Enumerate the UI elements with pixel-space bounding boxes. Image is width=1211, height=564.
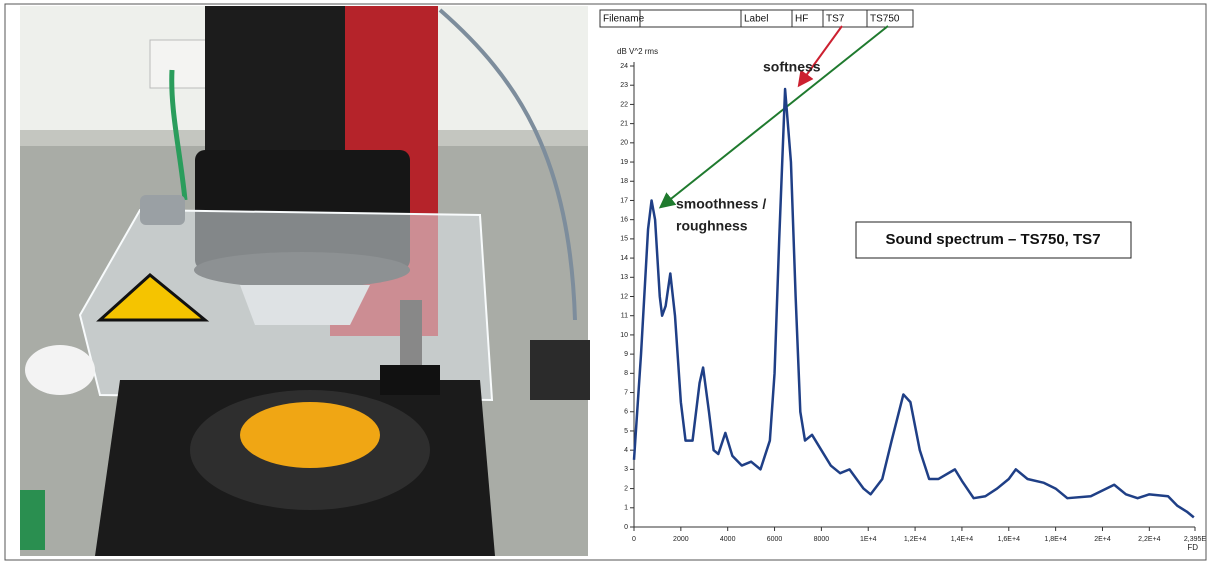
y-tick-label: 9 (624, 351, 628, 358)
x-tick-label: 1,2E+4 (904, 536, 926, 543)
page: FilenameLabelHFTS7TS750dB V^2 rmsFD01234… (0, 0, 1211, 564)
y-tick-label: 20 (620, 140, 628, 147)
y-tick-label: 21 (620, 120, 628, 127)
y-tick-label: 15 (620, 236, 628, 243)
y-tick-label: 22 (620, 101, 628, 108)
x-tick-label: 1,4E+4 (951, 536, 973, 543)
y-tick-label: 6 (624, 409, 628, 416)
annotation: softness (763, 59, 821, 75)
toolbar-label: Filename (603, 14, 645, 25)
y-tick-label: 17 (620, 197, 628, 204)
y-tick-label: 10 (620, 332, 628, 339)
x-tick-label: 8000 (814, 536, 830, 543)
toolbar-label: TS750 (870, 14, 900, 25)
y-tick-label: 12 (620, 293, 628, 300)
arrow (662, 26, 888, 206)
x-tick-label: 6000 (767, 536, 783, 543)
y-tick-label: 8 (624, 370, 628, 377)
y-tick-label: 18 (620, 178, 628, 185)
x-tick-label: 2E+4 (1094, 536, 1111, 543)
toolbar-label: Label (744, 14, 768, 25)
y-tick-label: 24 (620, 63, 628, 70)
x-tick-label: 2000 (673, 536, 689, 543)
y-tick-label: 5 (624, 428, 628, 435)
spectrum-line (634, 89, 1194, 517)
x-tick-label: 2,2E+4 (1138, 536, 1160, 543)
y-tick-label: 11 (621, 313, 628, 320)
x-tick-label: 1,6E+4 (998, 536, 1020, 543)
y-tick-label: 7 (624, 389, 628, 396)
y-tick-label: 13 (620, 274, 628, 281)
annotation: smoothness / (676, 196, 766, 212)
box-title: Sound spectrum – TS750, TS7 (885, 231, 1100, 248)
y-tick-label: 4 (624, 447, 628, 454)
y-tick-label: 1 (624, 505, 628, 512)
y-tick-label: 16 (620, 217, 628, 224)
arrow (800, 26, 842, 84)
x-tick-label: 0 (632, 536, 636, 543)
toolbar-label: HF (795, 14, 808, 25)
figure: FilenameLabelHFTS7TS750dB V^2 rmsFD01234… (0, 0, 1211, 564)
x-tick-label: 1,8E+4 (1044, 536, 1066, 543)
photo (20, 6, 590, 556)
y-tick-label: 2 (624, 485, 628, 492)
y-tick-label: 14 (620, 255, 628, 262)
y-axis-label: dB V^2 rms (617, 47, 658, 56)
y-tick-label: 0 (624, 524, 628, 531)
x-axis-label: FD (1187, 543, 1198, 552)
y-tick-label: 3 (624, 466, 628, 473)
toolbar-label: TS7 (826, 14, 845, 25)
y-tick-label: 19 (620, 159, 628, 166)
x-tick-label: 4000 (720, 536, 736, 543)
annotation: roughness (676, 218, 748, 234)
x-tick-label: 1E+4 (860, 536, 877, 543)
y-tick-label: 23 (620, 82, 628, 89)
x-tick-label: 2,395E (1184, 536, 1207, 543)
